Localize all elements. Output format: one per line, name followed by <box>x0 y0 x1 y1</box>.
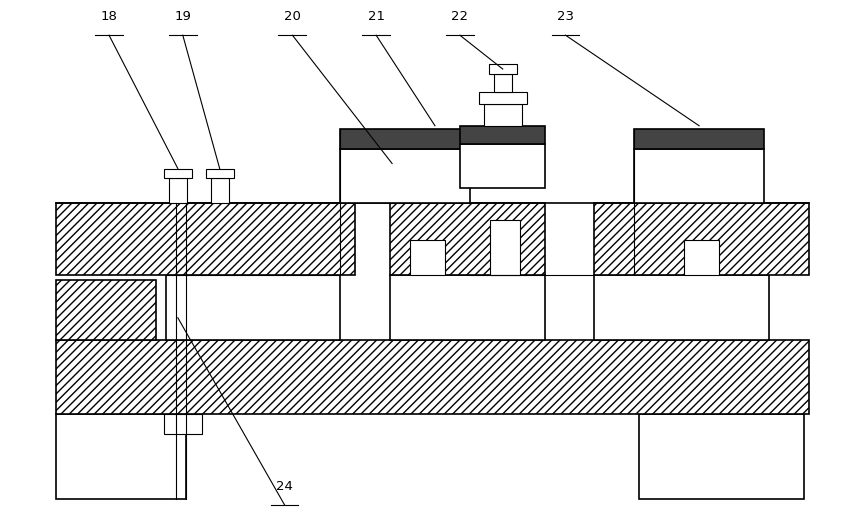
Bar <box>56 280 156 340</box>
Bar <box>479 92 527 104</box>
Text: 18: 18 <box>101 10 118 23</box>
Bar <box>639 414 804 499</box>
Bar <box>340 129 470 148</box>
Bar <box>56 414 185 499</box>
Text: 24: 24 <box>276 480 293 493</box>
Bar <box>490 220 520 275</box>
Bar <box>383 164 411 174</box>
Bar <box>595 203 809 275</box>
Bar <box>163 168 191 178</box>
Bar <box>390 203 545 275</box>
Bar <box>56 203 355 275</box>
Bar <box>634 129 764 148</box>
Text: 21: 21 <box>368 10 385 23</box>
Bar <box>388 174 406 203</box>
Bar <box>390 275 545 340</box>
Bar <box>634 148 764 203</box>
Bar <box>595 275 769 340</box>
Bar <box>494 74 512 92</box>
Bar <box>410 240 445 275</box>
Bar <box>163 414 202 434</box>
Bar <box>460 144 545 188</box>
Bar <box>489 64 517 74</box>
Text: 22: 22 <box>451 10 468 23</box>
Bar <box>56 340 809 414</box>
Bar <box>169 178 187 203</box>
Bar <box>166 275 340 340</box>
Text: 23: 23 <box>557 10 574 23</box>
Text: 20: 20 <box>284 10 301 23</box>
Bar <box>684 240 719 275</box>
Bar <box>340 148 470 203</box>
Bar <box>484 104 522 126</box>
Text: 19: 19 <box>174 10 191 23</box>
Bar <box>460 126 545 144</box>
Bar <box>211 178 229 203</box>
Bar <box>206 168 234 178</box>
